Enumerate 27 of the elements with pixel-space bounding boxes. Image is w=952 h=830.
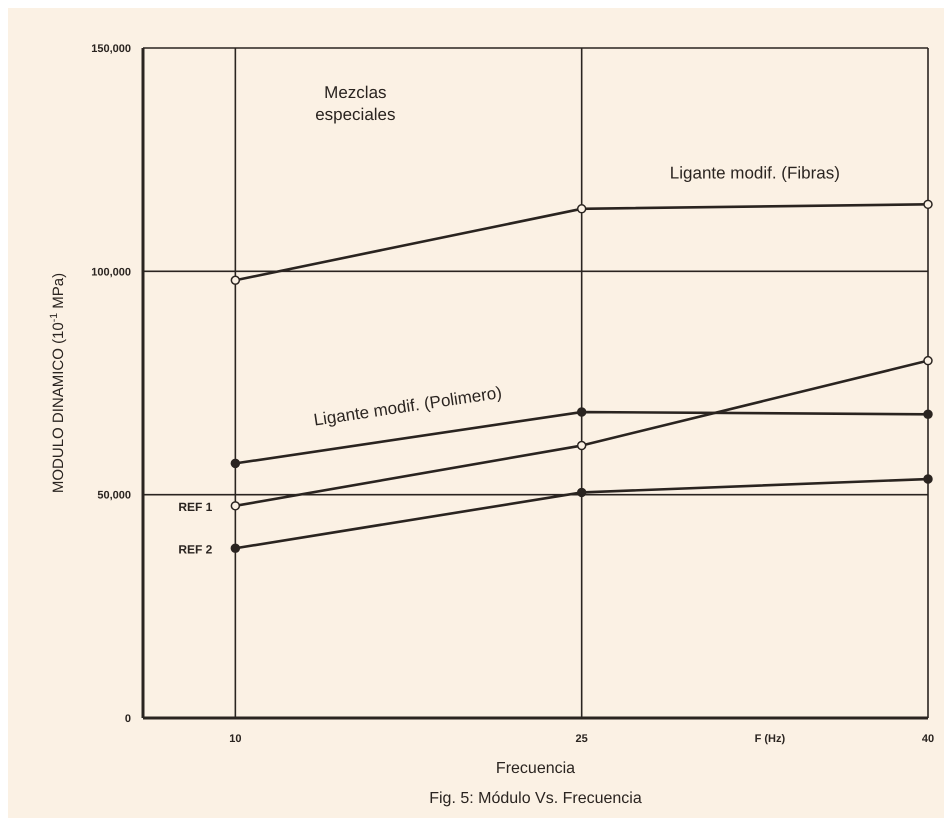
point [576, 204, 586, 214]
x-tick-label: 25 [576, 733, 588, 745]
series-label: REF 2 [178, 542, 213, 556]
point [923, 356, 933, 366]
point [576, 440, 586, 450]
point [923, 410, 933, 419]
point [230, 458, 240, 468]
point [230, 276, 240, 285]
text: F (Hz) [754, 733, 786, 745]
point [576, 407, 586, 417]
point [576, 488, 586, 498]
point [923, 474, 933, 484]
annotation: Mezclas especiales [315, 83, 396, 124]
x-axis-title: Frecuencia [496, 760, 576, 777]
point [923, 200, 933, 210]
text: Fig. 5: Módulo Vs. Frecuencia [429, 790, 642, 807]
series-label: REF 1 [178, 500, 213, 514]
series-label: Ligante modif. (Fibras) [670, 164, 840, 183]
y-tick-label: 50,000 [97, 490, 131, 502]
point [230, 544, 240, 553]
y-tick-label: 100,000 [91, 266, 131, 278]
text: Ligante modif. (Polimero) [312, 382, 504, 430]
x-tick-label: 40 [922, 733, 934, 745]
y-tick-label: 0 [124, 713, 131, 725]
point [230, 501, 240, 511]
x-tick-label: 10 [229, 733, 242, 745]
y-tick-label: 150,000 [91, 43, 131, 55]
